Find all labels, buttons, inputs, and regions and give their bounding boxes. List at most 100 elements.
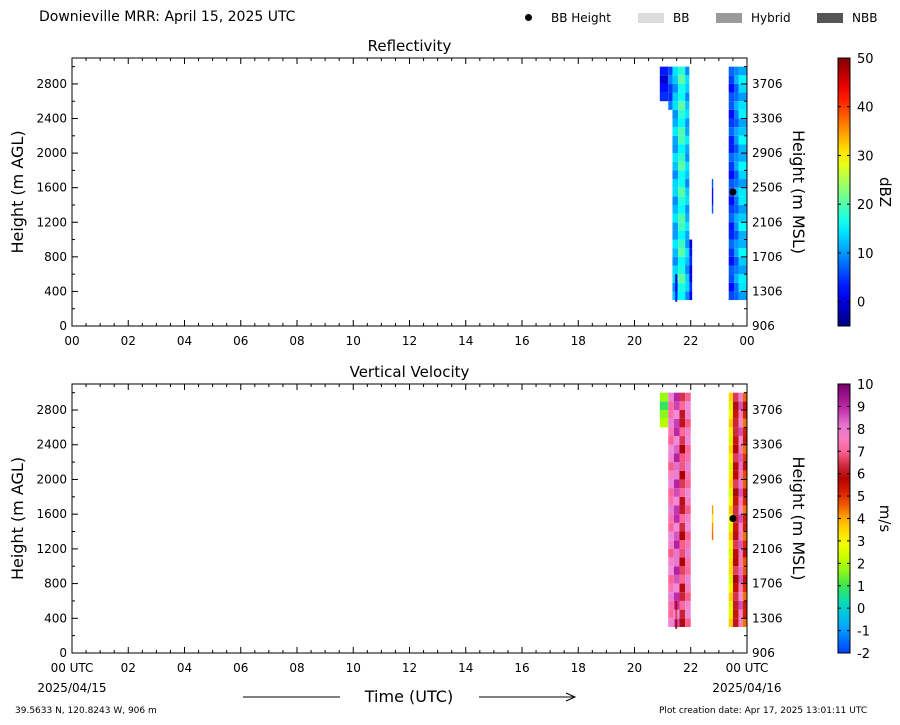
panel-1-echo-cell	[734, 256, 739, 266]
panel-2-y-tick-label-right: 3306	[752, 438, 783, 452]
panel-2-echo-cell	[738, 479, 743, 489]
panel-2-echo-cell	[679, 557, 686, 567]
panel-1-echo-cell	[668, 83, 673, 93]
panel-2-echo-cell	[685, 392, 691, 402]
panel-1-y-tick-label-right: 1306	[752, 284, 783, 298]
panel-2-echo-cell	[738, 557, 743, 567]
panel-2-echo-cell	[679, 479, 686, 489]
panel-1-echo-cell	[728, 239, 735, 249]
panel-2-echo-cell	[685, 514, 691, 523]
panel-2-echo-cell	[728, 496, 733, 506]
panel-1-colorbar-tick-label: 10	[857, 247, 874, 262]
panel-1-echo-cell	[738, 144, 747, 154]
panel-2-y-axis-label-right: Height (m MSL)	[789, 456, 808, 580]
panel-2-echo-cell	[738, 540, 743, 549]
panel-2-echo-cell	[679, 514, 686, 523]
panel-1-echo-cell	[659, 66, 669, 76]
panel-1-echo-cell	[685, 127, 690, 136]
panel-2-echo-cell	[738, 436, 743, 445]
panel-1-echo-cell	[734, 222, 739, 231]
panel-2-echo-cell	[668, 488, 674, 497]
panel-2-echo-cell	[673, 540, 680, 549]
panel-2-echo-cell	[732, 470, 739, 480]
panel-1-echo-cell	[678, 153, 686, 162]
panel-1-echo-cell	[685, 153, 690, 162]
panel-1-echo-cell	[685, 274, 690, 283]
panel-1-colorbar-label: dBZ	[876, 177, 894, 207]
panel-2-echo-cell	[711, 531, 714, 541]
bb-height-dot-icon	[525, 14, 532, 21]
panel-1-echo-cell	[734, 196, 739, 205]
panel-2-echo-cell	[742, 444, 747, 454]
panel-1-echo-cell	[675, 292, 678, 302]
legend-label-bb: BB	[673, 11, 690, 25]
panel-2-echo-cell	[742, 436, 747, 445]
panel-1-echo-cell	[738, 118, 747, 128]
panel-2-echo-cell	[668, 453, 674, 463]
panel-2-colorbar-tick-label: 9	[857, 400, 865, 415]
panel-2-echo-cell	[711, 514, 714, 523]
panel-2-echo-cell	[728, 401, 733, 411]
panel-1-echo-cell	[672, 248, 679, 257]
panel-1-echo-cell	[728, 170, 735, 180]
panel-1-echo-cell	[738, 92, 747, 102]
panel-2-echo-cell	[685, 574, 691, 584]
panel-2-arrow-right-icon	[565, 692, 577, 702]
panel-1-echo-cell	[685, 144, 690, 154]
panel-1-echo-cell	[678, 161, 686, 171]
panel-2-y-tick-label: 2400	[36, 438, 67, 452]
panel-1-echo-cell	[738, 66, 747, 76]
panel-2-echo-cell	[742, 618, 747, 627]
panel-1-echo-cell	[685, 170, 690, 180]
panel-2-echo-cell	[679, 470, 686, 480]
panel-2-echo-cell	[742, 496, 747, 506]
panel-1-y-tick-label: 2000	[36, 146, 67, 160]
panel-2-echo-cell	[679, 522, 686, 532]
panel-1-echo-cell	[738, 101, 747, 110]
panel-2-echo-cell	[742, 410, 747, 419]
panel-2-echo-cell	[732, 410, 739, 419]
panel-2-echo-cell	[732, 453, 739, 463]
panel-2-echo-cell	[668, 444, 674, 454]
panel-2-echo-cell	[738, 401, 743, 411]
panel-1-title: Reflectivity	[368, 37, 452, 55]
panel-1-echo-cell	[728, 153, 735, 162]
panel-2-echo-cell	[685, 436, 691, 445]
panel-2-y-tick-label: 1200	[36, 542, 67, 556]
panel-2-echo-cell	[685, 418, 691, 428]
panel-2-echo-cell	[728, 462, 733, 471]
panel-1-echo-cell	[678, 135, 686, 145]
legend-label-hybrid: Hybrid	[751, 11, 791, 25]
panel-2-echo-cell	[673, 514, 680, 523]
panel-1-echo-cell	[672, 213, 679, 223]
panel-2-echo-cells	[659, 392, 747, 629]
panel-2-colorbar-tick-label: 6	[857, 468, 865, 483]
footer-location: 39.5633 N, 120.8243 W, 906 m	[15, 706, 157, 716]
panel-2-echo-cell	[742, 592, 747, 601]
panel-1-colorbar-tick-label: 0	[857, 296, 865, 311]
panel-2-echo-cell	[728, 444, 733, 454]
panel-2-echo-cell	[728, 592, 733, 601]
panel-1-echo-cell	[728, 161, 735, 171]
panel-2-echo-cell	[659, 410, 669, 419]
footer-creation-date: Plot creation date: Apr 17, 2025 13:01:1…	[659, 706, 868, 716]
panel-1-echo-cell	[678, 274, 686, 283]
panel-2-colorbar-tick-label: 10	[857, 378, 874, 393]
panel-1-echo-cell	[689, 265, 693, 275]
panel-1-echo-cell	[672, 153, 679, 162]
hybrid-swatch-icon	[716, 13, 742, 23]
panel-1-echo-cell	[678, 291, 686, 301]
panel-2-echo-cell	[679, 444, 686, 454]
panel-1-echo-cell	[734, 230, 739, 240]
panel-1-echo-cell	[685, 230, 690, 240]
panel-2-y-tick-label-right: 2906	[752, 472, 783, 486]
panel-2-echo-cell	[728, 410, 733, 419]
panel-2-echo-cell	[668, 618, 674, 627]
panel-1-echo-cell	[678, 118, 686, 128]
panel-1-echo-cell	[678, 170, 686, 180]
panel-2-echo-cell	[742, 557, 747, 567]
panel-1-echo-cell	[678, 83, 686, 93]
panel-1-y-tick-label: 1600	[36, 181, 67, 195]
panel-2-echo-cell	[668, 531, 674, 541]
panel-1-echo-cell	[659, 92, 669, 102]
